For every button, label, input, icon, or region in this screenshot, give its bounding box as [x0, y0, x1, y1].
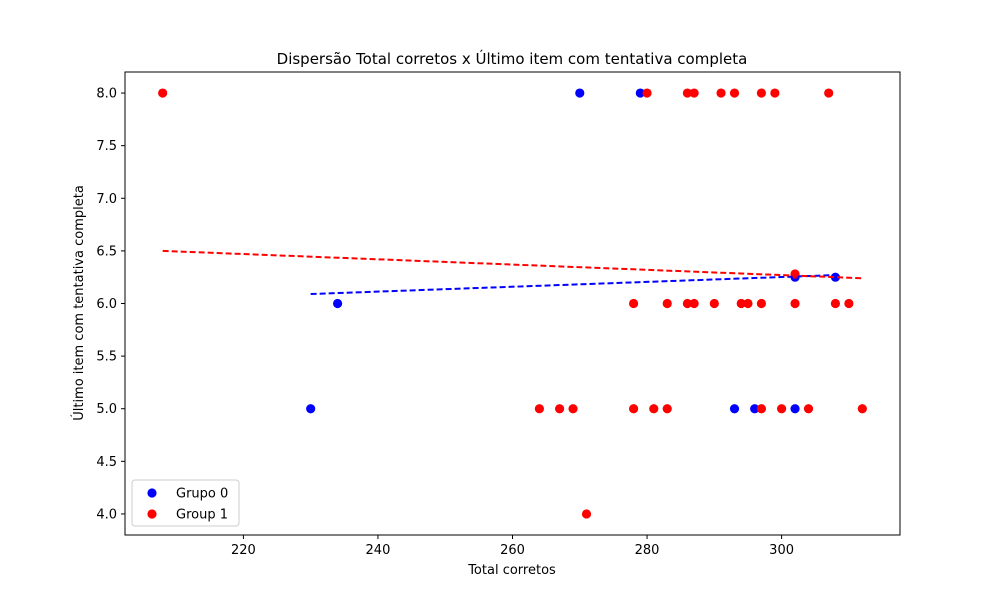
data-point-series-0	[635, 88, 645, 98]
data-point-series-1	[857, 404, 867, 414]
legend-label-series-1: Group 1	[176, 508, 228, 523]
data-point-series-1	[568, 404, 578, 414]
legend: Grupo 0 Group 1	[131, 479, 240, 527]
data-point-series-1	[642, 88, 652, 98]
data-point-series-1	[689, 298, 699, 309]
data-point-series-1	[662, 404, 672, 414]
x-axis-label: Total corretos	[467, 563, 556, 578]
data-point-series-1	[662, 298, 672, 309]
x-tick-label: 260	[500, 543, 525, 558]
data-point-series-0	[790, 404, 800, 414]
y-tick-label: 6.0	[96, 297, 117, 312]
data-point-series-1	[736, 298, 746, 309]
y-tick-label: 8.0	[96, 87, 117, 102]
data-point-series-1	[649, 404, 659, 414]
data-point-series-1	[716, 88, 726, 98]
data-point-series-1	[790, 298, 800, 309]
data-point-series-0	[575, 88, 585, 98]
data-point-series-1	[756, 298, 767, 309]
data-point-series-1	[581, 509, 592, 519]
y-tick-label: 6.5	[96, 244, 117, 259]
data-point-series-1	[554, 404, 565, 414]
x-tick-label: 300	[769, 543, 794, 558]
data-point-series-1	[709, 298, 719, 309]
data-point-series-0	[332, 298, 343, 309]
data-point-series-1	[729, 88, 740, 98]
y-tick-label: 5.0	[96, 402, 117, 417]
data-point-series-1	[534, 404, 545, 414]
y-tick-label: 5.5	[96, 350, 117, 365]
data-point-series-1	[770, 88, 780, 98]
data-point-series-1	[682, 88, 693, 98]
data-point-series-1	[628, 404, 639, 414]
data-point-series-1	[803, 404, 814, 414]
legend-marker-series-1	[147, 509, 157, 519]
legend-label-series-0: Grupo 0	[176, 487, 228, 502]
data-point-series-1	[776, 404, 787, 414]
x-tick-label: 280	[635, 543, 660, 558]
data-point-series-1	[824, 88, 834, 98]
axes: 220 240 260 280 300 4.0 4.5 5.0 5.5 6.0 6.5 7.0 7.5 8…	[96, 87, 794, 558]
y-tick-label: 7.5	[96, 139, 117, 154]
data-point-series-1	[830, 298, 841, 309]
x-tick-label: 220	[231, 543, 256, 558]
data-point-series-1	[628, 298, 639, 309]
chart-title: Dispersão Total corretos x Último item c…	[277, 49, 748, 68]
data-point-series-1	[682, 298, 693, 309]
data-point-series-1	[689, 88, 699, 98]
data-point-series-0	[306, 404, 316, 414]
data-point-series-0	[729, 404, 740, 414]
y-tick-label: 7.0	[96, 192, 117, 207]
legend-marker-series-0	[147, 488, 157, 498]
data-point-series-1	[756, 404, 767, 414]
data-point-series-1	[844, 298, 854, 309]
y-tick-label: 4.0	[96, 507, 117, 522]
data-point-series-1	[756, 88, 767, 98]
y-tick-label: 4.5	[96, 455, 117, 470]
legend-box	[131, 479, 240, 527]
data-point-series-1	[743, 298, 753, 309]
x-tick-label: 240	[366, 543, 391, 558]
trendline-series-0	[310, 274, 836, 296]
plot-area	[158, 88, 867, 519]
y-axis-label: Último item com tentativa completa	[71, 185, 87, 421]
data-point-series-0	[750, 404, 760, 414]
data-point-series-1	[158, 88, 168, 98]
